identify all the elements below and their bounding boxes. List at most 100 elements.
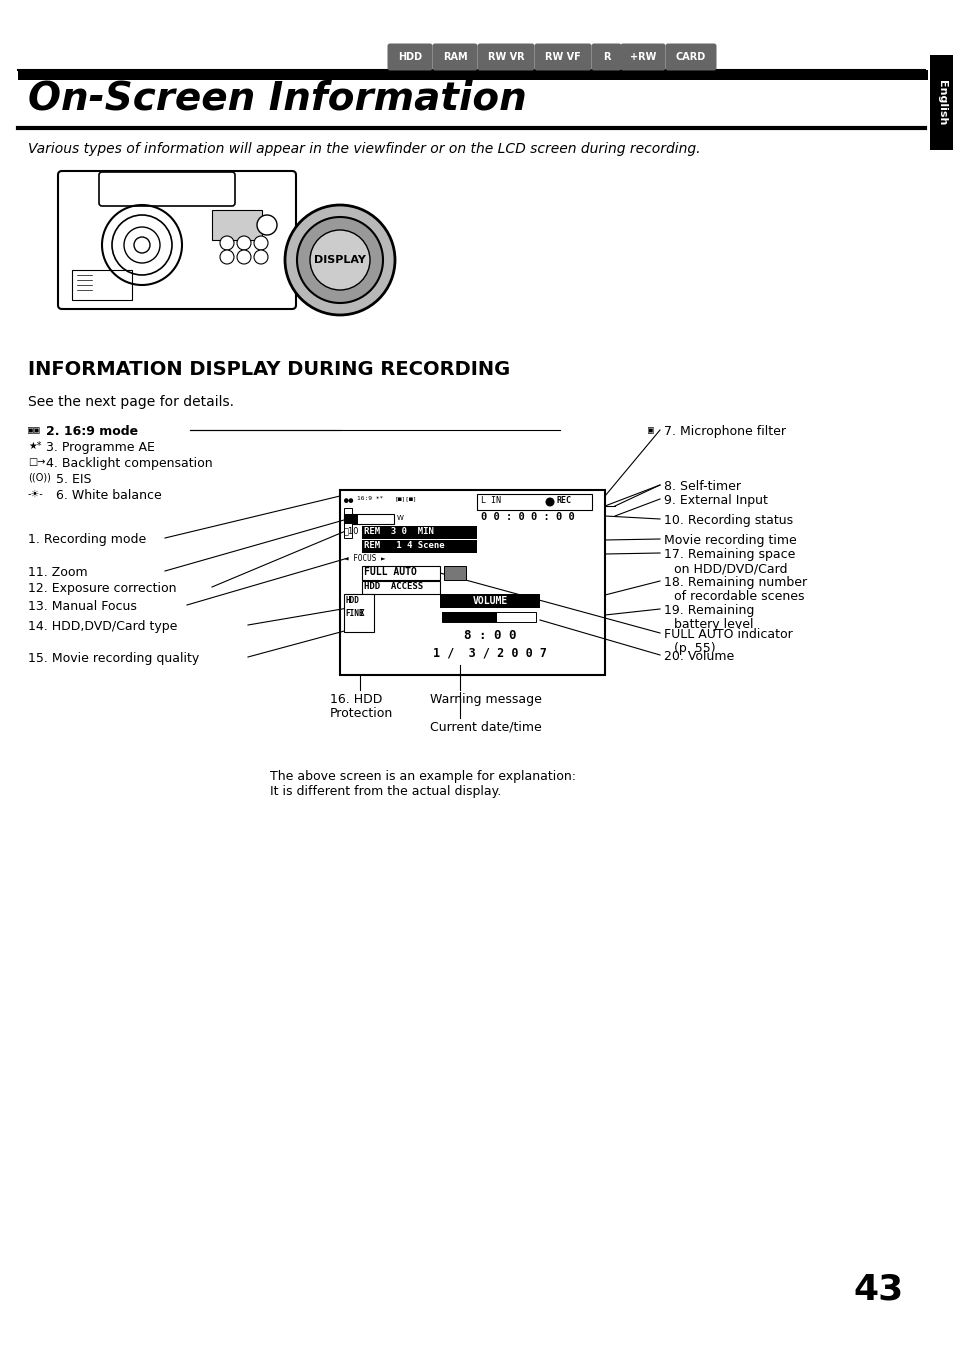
Bar — [441, 612, 497, 622]
Circle shape — [236, 250, 251, 264]
Text: RW VR: RW VR — [487, 51, 524, 62]
Text: □→: □→ — [28, 457, 46, 466]
Circle shape — [296, 218, 382, 303]
FancyBboxPatch shape — [58, 170, 295, 310]
Text: 8. Self-timer: 8. Self-timer — [663, 480, 740, 493]
Text: battery level: battery level — [673, 618, 753, 631]
Text: 3. Programme AE: 3. Programme AE — [46, 441, 154, 454]
Text: (p. 55): (p. 55) — [673, 642, 715, 654]
Text: Current date/time: Current date/time — [430, 721, 541, 733]
Circle shape — [220, 237, 233, 250]
Text: 17. Remaining space: 17. Remaining space — [663, 548, 795, 561]
Text: on HDD/DVD/Card: on HDD/DVD/Card — [673, 562, 786, 575]
Text: of recordable scenes: of recordable scenes — [673, 589, 803, 603]
Text: -☀-: -☀- — [28, 489, 44, 499]
Text: 5. EIS: 5. EIS — [56, 473, 91, 485]
Circle shape — [285, 206, 395, 315]
Circle shape — [253, 237, 268, 250]
Text: 43: 43 — [853, 1274, 903, 1307]
Text: 16:9 ☀*: 16:9 ☀* — [356, 496, 383, 502]
Text: [■][■]: [■][■] — [395, 496, 417, 502]
Bar — [441, 612, 536, 622]
Text: 6. White balance: 6. White balance — [56, 489, 162, 502]
Bar — [361, 539, 476, 553]
Text: FULL AUTO indicator: FULL AUTO indicator — [663, 627, 792, 641]
Text: ★*: ★* — [28, 441, 42, 452]
FancyBboxPatch shape — [591, 43, 620, 70]
Text: REM   1 4 Scene: REM 1 4 Scene — [364, 541, 444, 550]
Text: Protection: Protection — [330, 707, 393, 721]
Text: RAM: RAM — [442, 51, 467, 62]
Text: FINE: FINE — [345, 608, 363, 618]
Bar — [439, 594, 539, 608]
Text: VOLUME: VOLUME — [472, 596, 507, 606]
Text: The above screen is an example for explanation:
It is different from the actual : The above screen is an example for expla… — [270, 771, 576, 798]
Text: HDD: HDD — [346, 596, 359, 604]
Text: 11. Zoom: 11. Zoom — [28, 566, 88, 579]
Bar — [443, 566, 465, 580]
Bar — [344, 514, 357, 525]
Circle shape — [256, 215, 276, 235]
Circle shape — [545, 498, 554, 507]
Text: ●●: ●● — [344, 496, 353, 506]
Circle shape — [253, 250, 268, 264]
Circle shape — [220, 250, 233, 264]
Text: Movie recording time: Movie recording time — [663, 534, 796, 548]
Text: Warning message: Warning message — [430, 694, 541, 706]
FancyBboxPatch shape — [665, 43, 716, 70]
Text: REM  3 0  MIN: REM 3 0 MIN — [364, 527, 434, 535]
Text: Various types of information will appear in the viewfinder or on the LCD screen : Various types of information will appear… — [28, 142, 700, 155]
Text: 8 : 0 0: 8 : 0 0 — [463, 629, 516, 642]
Text: +RW: +RW — [629, 51, 656, 62]
Bar — [212, 210, 262, 241]
Text: 19. Remaining: 19. Remaining — [663, 604, 754, 617]
Bar — [344, 514, 394, 525]
Bar — [18, 70, 927, 80]
Text: ⌛10: ⌛10 — [344, 526, 359, 535]
Text: 13. Manual Focus: 13. Manual Focus — [28, 600, 136, 612]
Text: On-Screen Information: On-Screen Information — [28, 80, 526, 118]
Text: RW VF: RW VF — [544, 51, 580, 62]
Text: R: R — [602, 51, 610, 62]
Text: ▣: ▣ — [647, 425, 653, 435]
Text: 10. Recording status: 10. Recording status — [663, 514, 792, 527]
Text: 4. Backlight compensation: 4. Backlight compensation — [46, 457, 213, 470]
Text: 2. 16:9 mode: 2. 16:9 mode — [46, 425, 138, 438]
Text: 9. External Input: 9. External Input — [663, 493, 767, 507]
Bar — [476, 493, 592, 510]
Text: 16. HDD: 16. HDD — [330, 694, 382, 706]
Text: DISPLAY: DISPLAY — [314, 256, 366, 265]
FancyBboxPatch shape — [534, 43, 591, 70]
Text: 7. Microphone filter: 7. Microphone filter — [663, 425, 785, 438]
Text: 1 /  3 / 2 0 0 7: 1 / 3 / 2 0 0 7 — [433, 646, 546, 658]
Text: 0 0 : 0 0 : 0 0: 0 0 : 0 0 : 0 0 — [480, 512, 574, 522]
Bar — [71, 270, 132, 300]
Text: 14. HDD,DVD/Card type: 14. HDD,DVD/Card type — [28, 621, 177, 633]
Bar — [344, 594, 374, 631]
Bar — [361, 566, 439, 580]
Text: CARD: CARD — [675, 51, 705, 62]
Circle shape — [236, 237, 251, 250]
Text: INFORMATION DISPLAY DURING RECORDING: INFORMATION DISPLAY DURING RECORDING — [28, 360, 510, 379]
FancyBboxPatch shape — [619, 43, 665, 70]
Text: 20. Volume: 20. Volume — [663, 650, 734, 662]
Text: FULL AUTO: FULL AUTO — [364, 566, 416, 577]
Bar — [929, 55, 953, 150]
Text: L IN: L IN — [480, 496, 500, 506]
Text: English: English — [936, 80, 946, 126]
FancyBboxPatch shape — [432, 43, 477, 70]
Text: REC: REC — [557, 496, 572, 506]
Text: 12. Exposure correction: 12. Exposure correction — [28, 581, 176, 595]
Circle shape — [310, 230, 370, 289]
Text: HDD  ACCESS: HDD ACCESS — [364, 581, 423, 591]
Text: W: W — [396, 515, 403, 521]
FancyBboxPatch shape — [387, 43, 432, 70]
Bar — [344, 508, 352, 538]
Text: ◄ FOCUS ►: ◄ FOCUS ► — [344, 554, 385, 562]
Text: HDD: HDD — [397, 51, 421, 62]
FancyBboxPatch shape — [99, 172, 234, 206]
Text: 18. Remaining number: 18. Remaining number — [663, 576, 806, 589]
Bar — [361, 581, 439, 594]
Bar — [361, 526, 476, 539]
Text: See the next page for details.: See the next page for details. — [28, 395, 233, 410]
